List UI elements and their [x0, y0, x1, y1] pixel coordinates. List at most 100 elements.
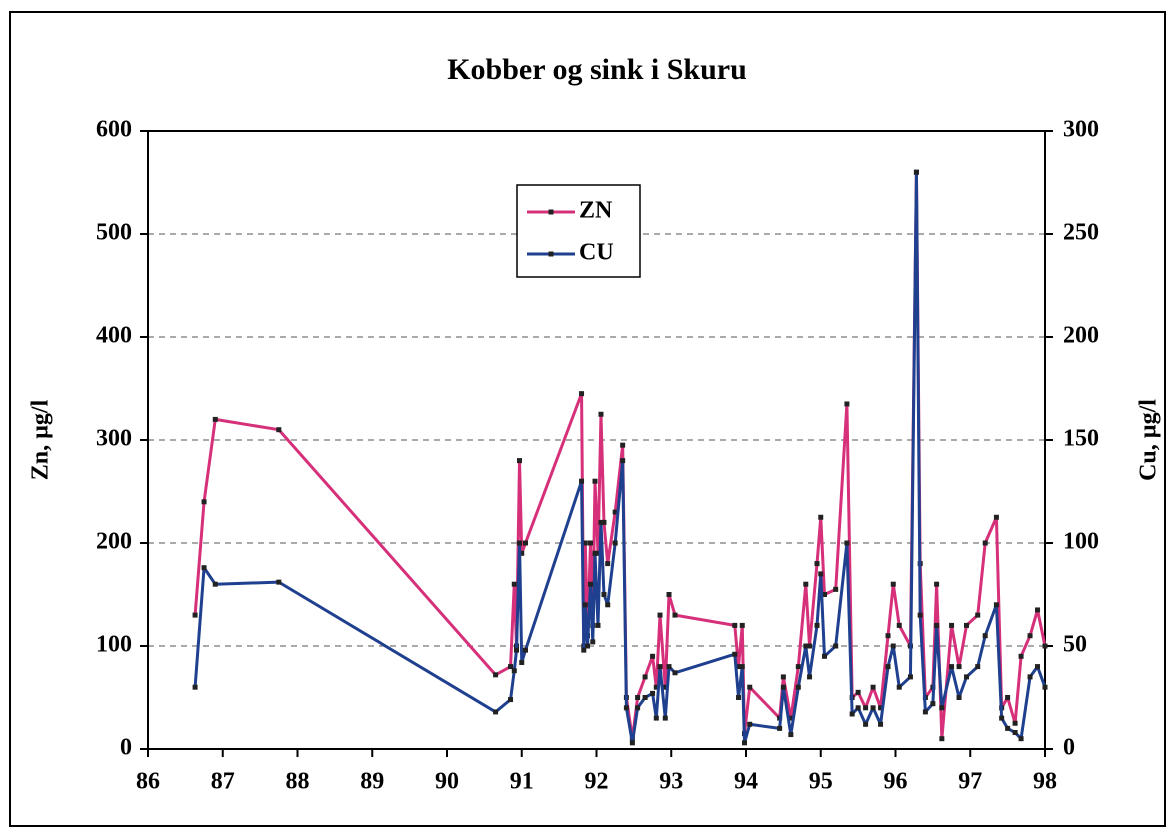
point-marker — [814, 622, 820, 628]
y-tick-label: 200 — [96, 529, 132, 555]
point-marker — [620, 458, 626, 464]
point-marker — [870, 684, 876, 690]
point-marker — [788, 715, 794, 721]
point-marker — [1035, 607, 1041, 613]
point-marker — [934, 581, 940, 587]
legend: ZN CU — [516, 184, 641, 278]
point-marker — [1018, 736, 1024, 742]
y-axis-label: Zn, µg/l — [28, 399, 54, 480]
point-marker — [821, 592, 827, 597]
point-marker — [579, 391, 585, 397]
point-marker — [517, 458, 523, 464]
point-marker — [885, 664, 891, 670]
point-marker — [907, 674, 913, 680]
x-tick-label: 97 — [958, 769, 982, 795]
point-marker — [1012, 720, 1018, 726]
point-marker — [519, 659, 525, 665]
legend-marker — [548, 209, 554, 215]
y-tick-label: 100 — [96, 632, 132, 658]
point-marker — [795, 664, 801, 670]
point-marker — [511, 668, 517, 674]
point-marker — [493, 672, 499, 678]
point-marker — [1018, 653, 1024, 659]
point-marker — [598, 411, 604, 417]
point-marker — [653, 715, 659, 721]
point-marker — [949, 622, 955, 628]
x-tick-label: 89 — [360, 769, 384, 795]
point-marker — [662, 715, 668, 721]
point-marker — [666, 592, 672, 597]
y2-axis-label: Cu, µg/l — [1136, 399, 1162, 481]
y2-tick-label: 150 — [1063, 426, 1099, 452]
point-marker — [1005, 695, 1011, 700]
point-marker — [803, 643, 809, 649]
point-marker — [833, 586, 839, 592]
point-marker — [949, 664, 955, 670]
point-marker — [601, 519, 607, 525]
point-marker — [975, 664, 981, 670]
point-marker — [598, 519, 604, 525]
point-marker — [732, 622, 738, 628]
point-marker — [885, 633, 891, 639]
point-marker — [201, 499, 207, 505]
point-marker — [818, 514, 824, 520]
point-marker — [982, 633, 988, 639]
x-tick-label: 95 — [809, 769, 833, 795]
point-marker — [212, 416, 218, 422]
y-tick-label: 600 — [96, 117, 132, 143]
point-marker — [890, 581, 896, 587]
point-marker — [814, 561, 820, 567]
point-marker — [582, 540, 588, 546]
point-marker — [620, 442, 626, 448]
point-marker — [657, 664, 663, 670]
point-marker — [803, 581, 809, 587]
point-marker — [870, 705, 876, 711]
point-marker — [863, 705, 869, 711]
point-marker — [780, 684, 786, 690]
point-marker — [930, 701, 936, 707]
point-marker — [629, 740, 635, 746]
point-marker — [896, 684, 902, 690]
x-tick-label: 92 — [585, 769, 609, 795]
point-marker — [807, 674, 813, 680]
point-marker — [736, 695, 742, 700]
point-marker — [956, 664, 962, 670]
point-marker — [1042, 684, 1048, 690]
point-marker — [1027, 674, 1033, 680]
point-marker — [595, 550, 601, 556]
point-marker — [508, 664, 514, 670]
point-marker — [192, 684, 198, 690]
point-marker — [517, 540, 523, 546]
point-marker — [878, 721, 884, 727]
legend-label: CU — [579, 240, 614, 266]
x-tick-label: 98 — [1033, 769, 1057, 795]
y2-tick-label: 250 — [1063, 220, 1099, 246]
point-marker — [993, 602, 999, 608]
point-marker — [896, 622, 902, 628]
legend-marker — [548, 251, 554, 257]
point-marker — [590, 639, 596, 645]
series-line — [193, 170, 1047, 745]
x-tick-label: 88 — [286, 769, 310, 795]
point-marker — [788, 732, 794, 738]
point-marker — [922, 709, 928, 715]
point-marker — [581, 647, 587, 653]
point-marker — [818, 571, 824, 577]
plot-area — [147, 130, 1046, 750]
point-marker — [276, 427, 282, 433]
point-marker — [739, 622, 745, 628]
point-marker — [601, 592, 607, 597]
x-tick-label: 94 — [734, 769, 758, 795]
point-marker — [1005, 725, 1011, 731]
point-marker — [212, 581, 218, 587]
point-marker — [855, 689, 861, 695]
point-marker — [844, 401, 850, 407]
point-marker — [1042, 643, 1048, 649]
point-marker — [192, 612, 198, 618]
y2-tick-label: 200 — [1063, 323, 1099, 349]
point-marker — [623, 705, 629, 711]
point-marker — [605, 561, 611, 567]
point-marker — [917, 612, 923, 618]
point-marker — [939, 705, 945, 711]
